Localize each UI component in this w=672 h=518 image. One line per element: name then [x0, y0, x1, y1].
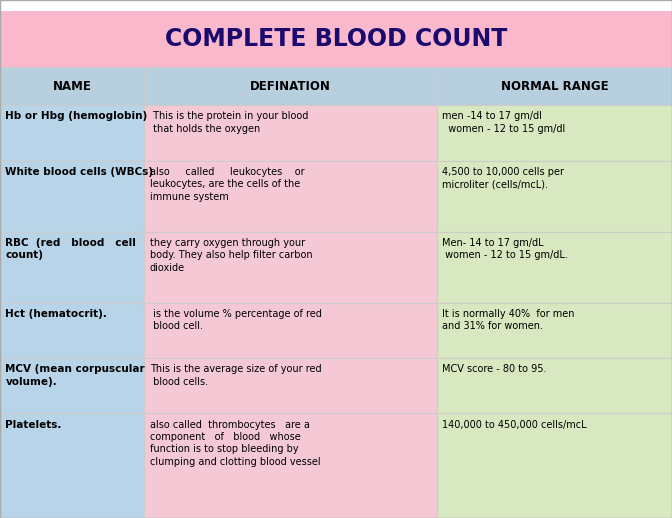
FancyBboxPatch shape — [144, 358, 437, 413]
Text: 140,000 to 450,000 cells/mcL: 140,000 to 450,000 cells/mcL — [442, 420, 587, 429]
FancyBboxPatch shape — [437, 161, 672, 232]
Text: also called  thrombocytes   are a
component   of   blood   whose
function is to : also called thrombocytes are a component… — [150, 420, 321, 467]
FancyBboxPatch shape — [0, 161, 144, 232]
FancyBboxPatch shape — [144, 303, 437, 358]
Text: men -14 to 17 gm/dl
  women - 12 to 15 gm/dl: men -14 to 17 gm/dl women - 12 to 15 gm/… — [442, 111, 565, 134]
Text: DEFINATION: DEFINATION — [250, 80, 331, 93]
FancyBboxPatch shape — [144, 105, 437, 161]
FancyBboxPatch shape — [144, 413, 437, 518]
FancyBboxPatch shape — [144, 67, 437, 105]
FancyBboxPatch shape — [0, 303, 144, 358]
Text: MCV (mean corpuscular
volume).: MCV (mean corpuscular volume). — [5, 364, 145, 386]
FancyBboxPatch shape — [0, 11, 672, 67]
Text: NAME: NAME — [53, 80, 91, 93]
Text: Hb or Hbg (hemoglobin): Hb or Hbg (hemoglobin) — [5, 111, 148, 121]
Text: Platelets.: Platelets. — [5, 420, 62, 429]
FancyBboxPatch shape — [437, 413, 672, 518]
FancyBboxPatch shape — [0, 105, 144, 161]
FancyBboxPatch shape — [0, 67, 144, 105]
Text: This is the average size of your red
 blood cells.: This is the average size of your red blo… — [150, 364, 321, 386]
FancyBboxPatch shape — [0, 0, 672, 11]
Text: they carry oxygen through your
body. They also help filter carbon
dioxide: they carry oxygen through your body. The… — [150, 238, 312, 272]
FancyBboxPatch shape — [0, 232, 144, 303]
Text: 4,500 to 10,000 cells per
microliter (cells/mcL).: 4,500 to 10,000 cells per microliter (ce… — [442, 167, 564, 189]
Text: Hct (hematocrit).: Hct (hematocrit). — [5, 309, 108, 319]
Text: NORMAL RANGE: NORMAL RANGE — [501, 80, 608, 93]
Text: Men- 14 to 17 gm/dL
 women - 12 to 15 gm/dL.: Men- 14 to 17 gm/dL women - 12 to 15 gm/… — [442, 238, 568, 260]
Text: It is normally 40%  for men
and 31% for women.: It is normally 40% for men and 31% for w… — [442, 309, 575, 331]
Text: MCV score - 80 to 95.: MCV score - 80 to 95. — [442, 364, 547, 374]
FancyBboxPatch shape — [144, 161, 437, 232]
Text: RBC  (red   blood   cell
count): RBC (red blood cell count) — [5, 238, 136, 260]
Text: COMPLETE BLOOD COUNT: COMPLETE BLOOD COUNT — [165, 27, 507, 51]
Text: is the volume % percentage of red
 blood cell.: is the volume % percentage of red blood … — [150, 309, 322, 331]
FancyBboxPatch shape — [437, 232, 672, 303]
Text: This is the protein in your blood
 that holds the oxygen: This is the protein in your blood that h… — [150, 111, 308, 134]
FancyBboxPatch shape — [437, 358, 672, 413]
Text: White blood cells (WBCs): White blood cells (WBCs) — [5, 167, 153, 177]
FancyBboxPatch shape — [0, 413, 144, 518]
FancyBboxPatch shape — [437, 105, 672, 161]
FancyBboxPatch shape — [437, 67, 672, 105]
Text: also     called     leukocytes    or
leukocytes, are the cells of the
immune sys: also called leukocytes or leukocytes, ar… — [150, 167, 304, 202]
FancyBboxPatch shape — [144, 232, 437, 303]
FancyBboxPatch shape — [0, 358, 144, 413]
FancyBboxPatch shape — [437, 303, 672, 358]
